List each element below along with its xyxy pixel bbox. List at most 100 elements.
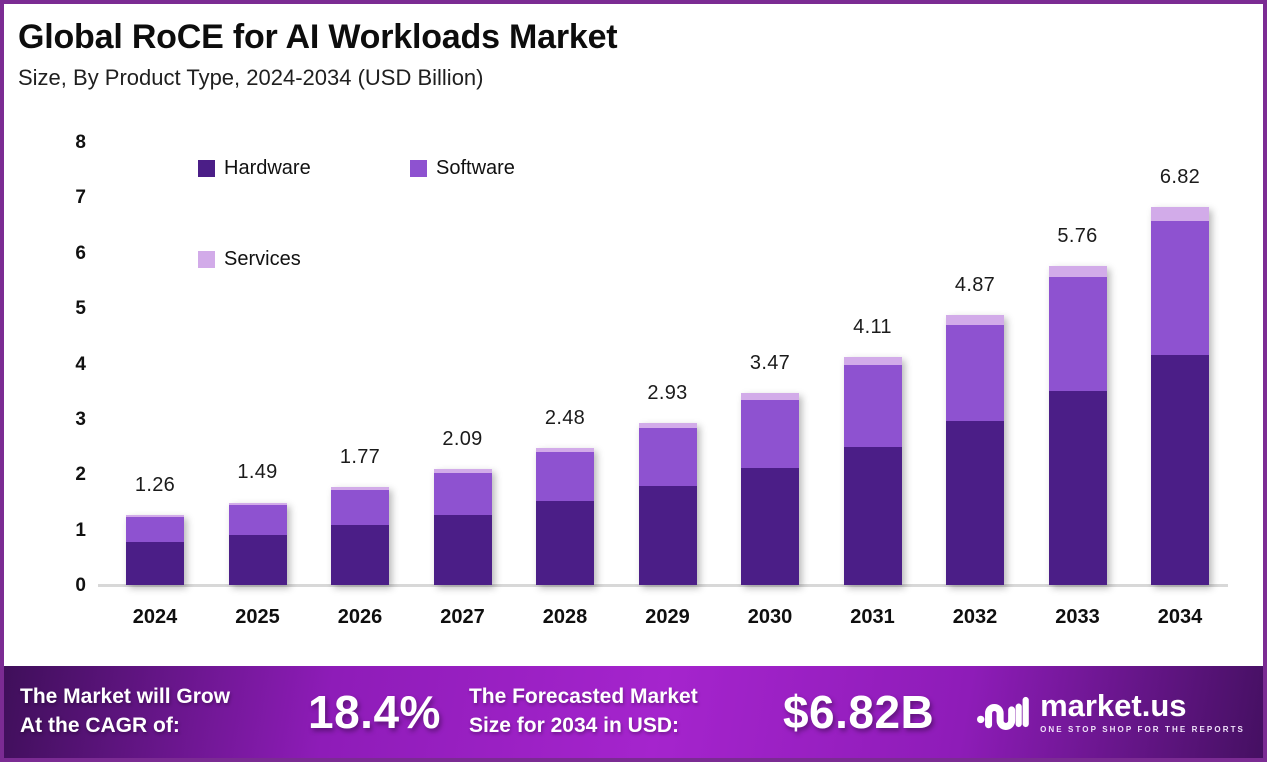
page-subtitle: Size, By Product Type, 2024-2034 (USD Bi…	[18, 65, 484, 90]
bar-total-label-2032: 4.87	[954, 274, 996, 297]
bar-segment-services-2027	[433, 469, 492, 474]
stacked-bar-2025	[228, 502, 287, 585]
stacked-bar-2029	[638, 422, 697, 585]
bar-segment-hardware-2032	[946, 421, 1004, 585]
legend-label-services: Services	[224, 248, 301, 270]
y-axis-tick-8: 8	[75, 132, 86, 153]
bar-segment-services-2028	[536, 447, 594, 453]
legend-item-hardware: Hardware	[198, 157, 311, 180]
cagr-label: The Market will Grow At the CAGR of:	[20, 683, 308, 741]
bar-segment-services-2026	[331, 487, 389, 491]
bar-segment-hardware-2027	[433, 514, 492, 585]
bar-total-label-2026: 1.77	[339, 445, 381, 468]
bar-segment-hardware-2026	[331, 525, 389, 585]
bar-total-label-2029: 2.93	[647, 381, 688, 404]
y-axis-tick-1: 1	[75, 519, 86, 541]
bar-total-label-2034: 6.82	[1159, 166, 1201, 189]
forecast-value: $6.82B	[782, 686, 935, 738]
x-axis-label-2025: 2025	[235, 606, 280, 628]
footer-banner: The Market will Grow At the CAGR of: 18.…	[4, 666, 1263, 758]
stacked-bar-2030	[741, 392, 799, 585]
bar-segment-services-2034	[1151, 207, 1209, 221]
brand-name: market.us	[1040, 688, 1187, 723]
header: Global RoCE for AI Workloads Market Size…	[18, 18, 618, 91]
legend-item-services: Services	[198, 248, 301, 271]
stacked-bar-2034	[1151, 207, 1209, 585]
y-axis-tick-6: 6	[75, 242, 86, 264]
legend-label-software: Software	[436, 157, 515, 179]
software-swatch-icon	[410, 160, 427, 177]
bar-segment-software-2030	[741, 399, 799, 469]
bar-segment-hardware-2030	[741, 468, 799, 585]
bar-segment-hardware-2029	[638, 485, 697, 585]
page-title: Global RoCE for AI Workloads Market	[18, 18, 618, 56]
bar-segment-services-2030	[741, 392, 799, 400]
bar-segment-services-2033	[1048, 266, 1107, 278]
stacked-bar-2024	[126, 515, 184, 585]
forecast-label-line1: The Forecasted Market	[468, 685, 698, 709]
bar-segment-services-2032	[946, 315, 1004, 325]
y-axis-tick-5: 5	[75, 298, 86, 320]
cagr-value: 18.4%	[308, 686, 441, 738]
legend-label-hardware: Hardware	[224, 157, 311, 179]
bar-segment-services-2031	[843, 357, 902, 366]
x-axis-label-2031: 2031	[850, 606, 895, 628]
x-axis-label-2030: 2030	[747, 606, 793, 628]
bar-total-label-2030: 3.47	[749, 351, 791, 374]
services-swatch-icon	[198, 251, 215, 268]
x-axis-label-2033: 2033	[1055, 606, 1100, 628]
stacked-bar-2033	[1048, 266, 1107, 585]
bar-total-label-2033: 5.76	[1057, 225, 1098, 248]
x-axis-label-2027: 2027	[440, 606, 485, 628]
legend-item-software: Software	[410, 157, 515, 180]
forecast-label: The Forecasted Market Size for 2034 in U…	[469, 683, 781, 741]
bar-segment-hardware-2028	[536, 501, 594, 585]
stacked-bar-chart: Hardware Software Services 0 1 2 3 4 5 6 7 8 1.26…	[4, 120, 1263, 666]
bar-segment-hardware-2033	[1048, 390, 1107, 585]
y-axis-tick-4: 4	[75, 353, 86, 375]
stacked-bar-2032	[946, 315, 1004, 585]
bar-segment-software-2029	[638, 428, 697, 486]
bar-segment-software-2033	[1048, 277, 1107, 391]
bar-total-label-2028: 2.48	[544, 406, 586, 429]
x-axis-label-2029: 2029	[645, 606, 690, 628]
y-axis-tick-3: 3	[75, 408, 86, 430]
x-axis-label-2024: 2024	[132, 606, 178, 628]
forecast-label-line2: Size for 2034 in USD:	[468, 714, 679, 737]
y-axis-tick-2: 2	[75, 464, 86, 486]
bar-segment-software-2032	[946, 324, 1004, 422]
bar-total-label-2024: 1.26	[134, 474, 176, 497]
x-axis-label-2026: 2026	[337, 606, 383, 628]
hardware-swatch-icon	[198, 160, 215, 177]
bar-segment-software-2034	[1151, 220, 1209, 355]
bar-segment-software-2025	[228, 505, 287, 535]
bar-segment-software-2026	[331, 490, 389, 526]
cagr-label-line2: At the CAGR of:	[20, 714, 180, 737]
x-axis-label-2028: 2028	[542, 606, 588, 628]
cagr-label-line1: The Market will Grow	[20, 685, 231, 709]
bar-segment-hardware-2031	[843, 446, 902, 585]
bar-segment-software-2028	[536, 452, 594, 502]
bar-segment-services-2025	[228, 502, 287, 506]
x-axis-label-2032: 2032	[952, 606, 998, 628]
x-axis-label-2034: 2034	[1157, 606, 1203, 628]
bar-segment-software-2024	[126, 517, 184, 543]
bar-total-label-2025: 1.49	[237, 461, 278, 484]
bar-segment-software-2031	[843, 365, 902, 447]
bar-segment-hardware-2024	[126, 542, 184, 585]
bar-total-label-2027: 2.09	[442, 428, 483, 451]
y-axis-tick-7: 7	[75, 187, 86, 209]
bar-segment-hardware-2025	[228, 534, 287, 585]
stacked-bar-2031	[843, 357, 902, 585]
brand-tagline: ONE STOP SHOP FOR THE REPORTS	[1040, 725, 1245, 734]
stacked-bar-2026	[331, 487, 389, 585]
x-axis-baseline	[98, 584, 1228, 587]
stacked-bar-2027	[433, 469, 492, 585]
brand-logo: market.us ONE STOP SHOP FOR THE REPORTS	[977, 690, 1245, 734]
bar-total-label-2031: 4.11	[853, 316, 892, 339]
y-axis-tick-0: 0	[75, 575, 86, 596]
bar-segment-services-2024	[126, 515, 184, 518]
stacked-bar-2028	[536, 447, 594, 585]
marketus-logo-icon	[977, 696, 1029, 730]
